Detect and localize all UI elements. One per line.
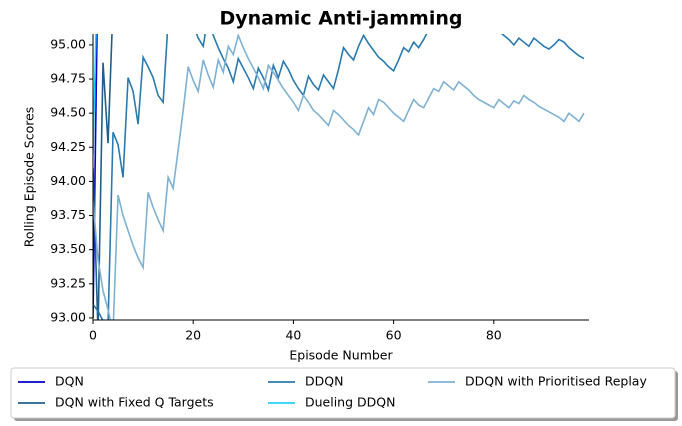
- legend-label: DQN: [55, 374, 84, 389]
- series-line: [93, 34, 585, 320]
- x-axis-label: Episode Number: [289, 348, 393, 363]
- y-tick-label: 93.00: [50, 309, 86, 324]
- series-line: [93, 34, 585, 320]
- y-tick-label: 93.50: [50, 241, 86, 256]
- legend-label: DDQN: [305, 374, 343, 389]
- x-tick-label: 80: [486, 328, 502, 343]
- y-tick-label: 94.25: [50, 139, 86, 154]
- y-tick-label: 93.25: [50, 275, 86, 290]
- legend-label: DDQN with Prioritised Replay: [465, 374, 647, 389]
- y-tick-label: 94.00: [50, 173, 86, 188]
- y-tick-label: 94.75: [50, 71, 86, 86]
- y-tick-label: 93.75: [50, 207, 86, 222]
- y-tick-label: 94.50: [50, 105, 86, 120]
- legend-label: Dueling DDQN: [305, 395, 395, 410]
- legend-label: DQN with Fixed Q Targets: [55, 395, 214, 410]
- chart-title: Dynamic Anti-jamming: [220, 8, 463, 30]
- plot-area: [93, 34, 585, 320]
- y-tick-label: 95.00: [50, 36, 86, 51]
- y-axis-label: Rolling Episode Scores: [22, 107, 37, 248]
- x-tick-label: 40: [285, 328, 301, 343]
- x-tick-label: 20: [185, 328, 201, 343]
- legend-box: [10, 367, 676, 419]
- x-tick-label: 60: [386, 328, 402, 343]
- x-tick-label: 0: [89, 328, 97, 343]
